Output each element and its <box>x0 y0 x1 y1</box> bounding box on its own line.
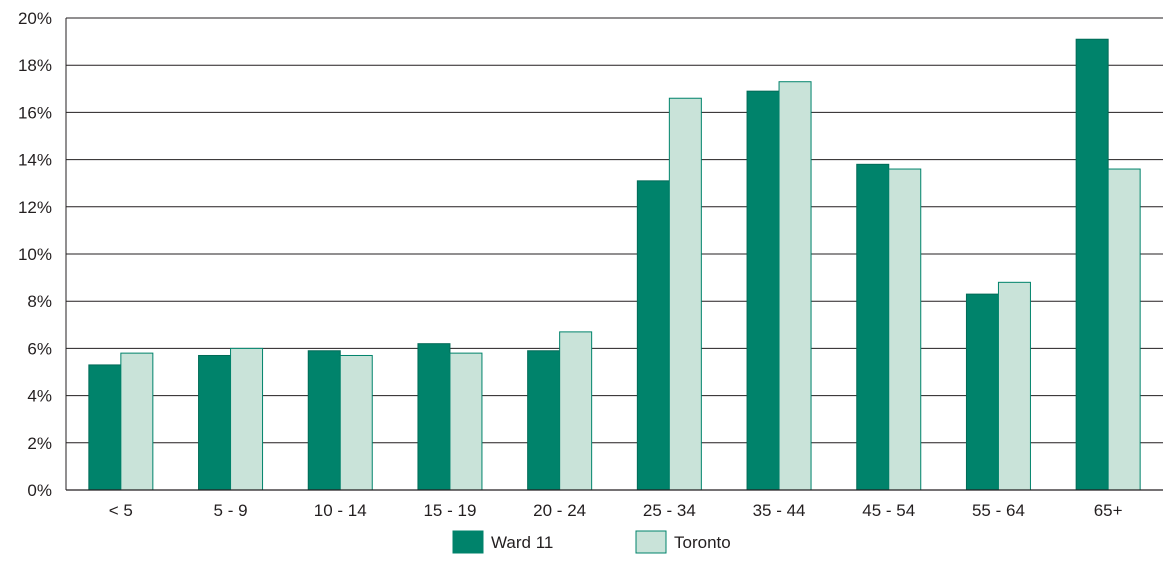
bar-toronto <box>559 331 593 491</box>
bar-toronto <box>230 347 264 491</box>
x-category-label: 25 - 34 <box>643 501 696 520</box>
bar-toronto <box>888 168 922 491</box>
bar-toronto <box>339 354 373 491</box>
x-axis <box>65 18 1163 491</box>
y-tick-label: 0% <box>27 481 52 500</box>
x-category-label: 45 - 54 <box>862 501 915 520</box>
y-tick-label: 16% <box>18 103 52 122</box>
legend: Ward 11 Toronto <box>452 530 731 554</box>
bar-toronto <box>997 281 1031 491</box>
bar-toronto <box>668 97 702 491</box>
x-category-label: 10 - 14 <box>314 501 367 520</box>
bar-toronto <box>778 81 812 491</box>
y-tick-label: 8% <box>27 292 52 311</box>
bar-ward-11 <box>1075 38 1109 491</box>
bar-ward-11 <box>746 90 780 491</box>
bar-ward-11 <box>88 364 122 491</box>
bar-ward-11 <box>307 350 341 491</box>
bar-toronto <box>449 352 483 491</box>
bars <box>88 38 1141 491</box>
legend-label: Ward 11 <box>491 533 553 552</box>
x-axis-category-labels: < 5 5 - 9 10 - 14 15 - 19 20 - 24 25 - 34 35 -… <box>109 501 1123 520</box>
legend-swatch <box>635 530 667 554</box>
y-tick-label: 2% <box>27 434 52 453</box>
y-tick-label: 14% <box>18 151 52 170</box>
x-category-label: 15 - 19 <box>423 501 476 520</box>
bar-ward-11 <box>417 343 451 491</box>
legend-label: Toronto <box>674 533 731 552</box>
y-tick-label: 20% <box>18 9 52 28</box>
bar-ward-11 <box>856 163 890 491</box>
y-axis-tick-labels: 0% 2% 4% 6% 8% 10% 12% 14% 16% 18% 20% <box>18 9 52 500</box>
x-category-label: 20 - 24 <box>533 501 586 520</box>
x-category-label: 65+ <box>1094 501 1123 520</box>
x-category-label: 35 - 44 <box>753 501 806 520</box>
legend-swatch <box>452 530 484 554</box>
bar-ward-11 <box>198 354 232 491</box>
bar-toronto <box>1107 168 1141 491</box>
bar-ward-11 <box>527 350 561 491</box>
bar-toronto <box>120 352 154 491</box>
y-tick-label: 18% <box>18 56 52 75</box>
x-category-label: 5 - 9 <box>214 501 248 520</box>
bar-ward-11 <box>636 180 670 491</box>
x-category-label: < 5 <box>109 501 133 520</box>
y-tick-label: 4% <box>27 387 52 406</box>
x-category-label: 55 - 64 <box>972 501 1025 520</box>
bar-ward-11 <box>965 293 999 491</box>
y-tick-label: 12% <box>18 198 52 217</box>
y-tick-label: 6% <box>27 339 52 358</box>
y-tick-label: 10% <box>18 245 52 264</box>
